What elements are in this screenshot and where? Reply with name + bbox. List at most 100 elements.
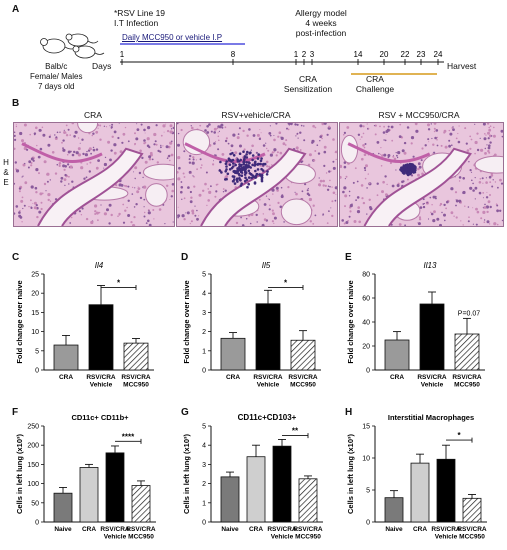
tissue-cell [39, 147, 43, 151]
tissue-cell [137, 186, 139, 188]
tissue-cell [434, 197, 437, 200]
inflammatory-cell [232, 154, 236, 157]
tissue-cell [159, 150, 162, 153]
tissue-cell [21, 196, 24, 199]
tissue-cell [329, 185, 331, 188]
y-tick-label: 200 [27, 443, 39, 450]
y-tick-label: 1 [202, 348, 206, 355]
tissue-cell [88, 147, 92, 151]
chart-il13: Il13 Fold change over naive 0 20 40 60 80 CRA RS… [346, 261, 485, 389]
timeline-tick-label: 2 [302, 50, 307, 59]
tissue-cell [469, 186, 473, 190]
tissue-cell [296, 132, 299, 135]
tissue-cell [133, 216, 136, 219]
tissue-cell [436, 136, 438, 139]
tissue-cell [83, 177, 86, 180]
tissue-cell [492, 179, 494, 181]
tissue-cell [205, 171, 208, 174]
tissue-cell [132, 224, 136, 226]
bar [454, 333, 480, 371]
tissue-cell [484, 203, 486, 206]
tissue-cell [331, 186, 333, 188]
tissue-cell [487, 131, 490, 135]
tissue-cell [341, 219, 344, 222]
tissue-cell [217, 132, 219, 134]
tissue-cell [109, 125, 111, 127]
tissue-cell [436, 139, 438, 141]
tissue-cell [399, 123, 402, 126]
tissue-cell [206, 204, 208, 207]
tissue-cell [343, 165, 347, 169]
tissue-cell [67, 163, 70, 166]
tissue-cell [106, 208, 109, 212]
tissue-cell [255, 213, 258, 217]
tissue-cell [85, 176, 88, 179]
tissue-cell [43, 160, 47, 164]
tissue-cell [361, 157, 364, 161]
tissue-cell [144, 160, 148, 164]
tissue-cell [403, 151, 407, 155]
tissue-cell [451, 144, 453, 146]
tissue-cell [368, 198, 371, 201]
tissue-cell [280, 195, 284, 199]
tissue-cell [474, 123, 476, 125]
tissue-cell [356, 210, 361, 214]
tissue-cell [124, 209, 127, 212]
tissue-cell [434, 136, 437, 140]
y-tick-label: 20 [362, 344, 370, 351]
tissue-cell [392, 155, 395, 158]
tissue-cell [15, 205, 19, 208]
tissue-cell [263, 203, 267, 206]
tissue-cell [139, 149, 142, 153]
tissue-cell [225, 175, 229, 178]
tissue-cell [325, 172, 328, 174]
tissue-cell [344, 194, 348, 198]
tissue-cell [309, 220, 312, 223]
tissue-cell [357, 133, 361, 136]
tissue-cell [58, 162, 62, 165]
tissue-cell [164, 223, 166, 225]
tissue-cell [420, 159, 423, 162]
chart-cd11c-cd103: CD11c+CD103+ Cells in left lung (x10³) 0 1 2… [182, 413, 323, 541]
tissue-cell [443, 129, 447, 133]
tissue-cell [496, 204, 499, 207]
tissue-cell [186, 211, 190, 215]
tissue-cell [190, 220, 193, 223]
tissue-cell [35, 191, 38, 194]
tissue-cell [77, 137, 80, 139]
tissue-cell [14, 138, 17, 141]
inflammatory-cell [246, 185, 249, 189]
tissue-cell [135, 137, 139, 141]
tissue-cell [136, 123, 138, 125]
timeline-tick-label: 22 [401, 50, 410, 59]
tissue-cell [443, 213, 446, 217]
inflammatory-cell [410, 165, 414, 168]
tissue-cell [490, 174, 494, 177]
inflammatory-cell [252, 175, 255, 179]
tissue-cell [144, 132, 146, 134]
tissue-cell [131, 193, 134, 195]
x-tick-label: MCC950 [123, 382, 149, 389]
tissue-cell [149, 151, 153, 155]
tissue-cell [33, 201, 37, 205]
tissue-cell [134, 132, 136, 135]
tissue-cell [273, 148, 277, 152]
inflammatory-cell [242, 160, 245, 164]
x-tick-label: CRA [413, 526, 427, 533]
inflammatory-cell [260, 157, 263, 160]
tissue-cell [162, 124, 166, 128]
y-tick-label: 150 [27, 462, 39, 469]
tissue-cell [169, 124, 173, 128]
tissue-cell [426, 201, 428, 204]
tissue-cell [30, 157, 34, 161]
tissue-cell [24, 181, 28, 185]
mice-label: Balb/c Female/ Males 7 days old [30, 62, 83, 91]
inflammatory-cell [237, 169, 241, 172]
tissue-cell [39, 192, 43, 196]
tissue-cell [90, 220, 94, 225]
tissue-cell [259, 129, 261, 131]
tissue-cell [330, 170, 332, 172]
tissue-cell [326, 133, 329, 136]
x-tick-label: CRA [59, 374, 73, 381]
inflammatory-cell [248, 152, 251, 155]
